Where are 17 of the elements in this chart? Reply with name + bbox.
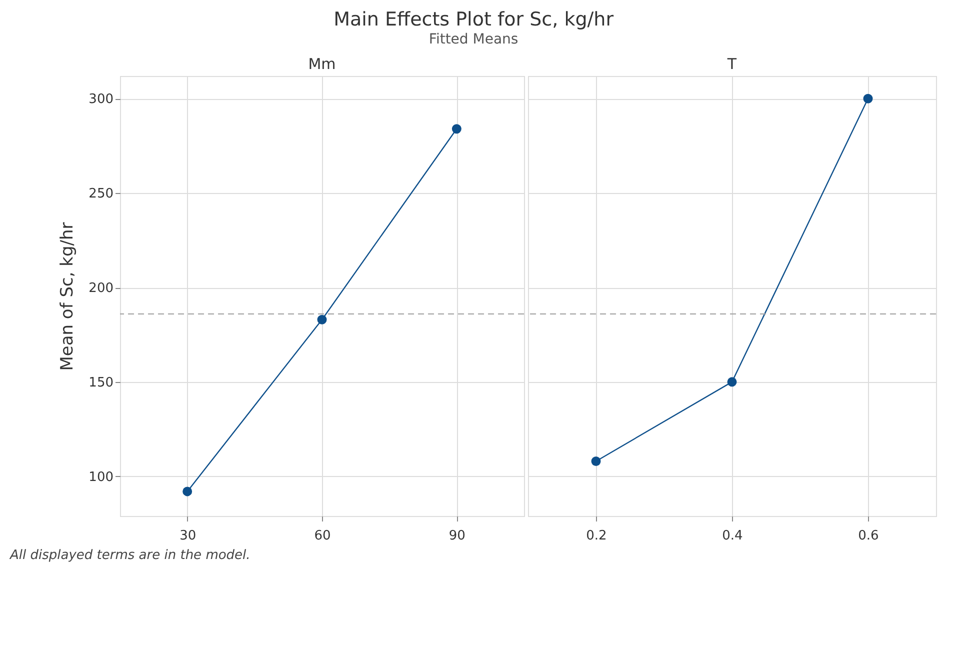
y-tick-label: 100 bbox=[88, 470, 114, 485]
x-tick-label: 30 bbox=[180, 528, 196, 544]
x-tick-label: 60 bbox=[314, 528, 331, 544]
y-tick-label: 200 bbox=[88, 281, 114, 296]
text: All displayed terms are in the model. bbox=[9, 548, 250, 563]
x-tick-label: 90 bbox=[448, 528, 466, 544]
y-tick-label: 250 bbox=[88, 186, 114, 202]
y-tick-label: 300 bbox=[88, 92, 114, 108]
y-tick-label: 150 bbox=[88, 375, 114, 390]
chart-subtitle: Fitted Means bbox=[428, 32, 518, 48]
x-tick-label: 0.4 bbox=[722, 528, 743, 544]
x-tick-label: 0.6 bbox=[858, 528, 879, 544]
chart-title: Main Effects Plot for Sc, kg/hr bbox=[334, 8, 614, 30]
y-axis-title: Mean of Sc, kg/hr bbox=[58, 222, 78, 371]
x-axis-title: T bbox=[726, 55, 738, 73]
x-tick-label: 0.2 bbox=[586, 528, 607, 544]
x-axis-title: Mm bbox=[308, 55, 336, 73]
